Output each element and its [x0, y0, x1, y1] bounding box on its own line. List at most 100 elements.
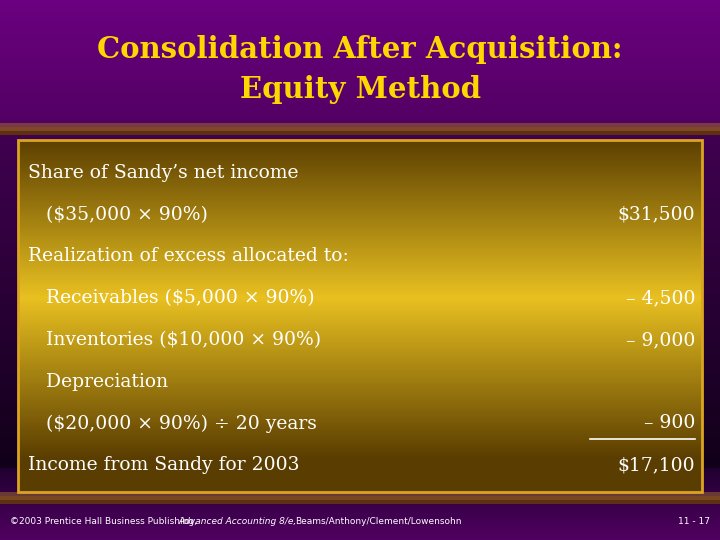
- Bar: [18, 352, 702, 354]
- Bar: [18, 327, 702, 329]
- Bar: [0, 516, 720, 518]
- Bar: [0, 21, 720, 23]
- Bar: [0, 338, 720, 340]
- Bar: [0, 300, 720, 302]
- Bar: [18, 383, 702, 385]
- Bar: [18, 450, 702, 452]
- Bar: [0, 39, 720, 42]
- Bar: [0, 410, 720, 412]
- Bar: [0, 131, 720, 133]
- Bar: [0, 268, 720, 270]
- Bar: [0, 222, 720, 225]
- Bar: [0, 0, 720, 2]
- Bar: [18, 335, 702, 337]
- Bar: [0, 465, 720, 468]
- Bar: [18, 225, 702, 227]
- Bar: [18, 203, 702, 205]
- Bar: [18, 489, 702, 491]
- Bar: [18, 193, 702, 195]
- Bar: [0, 233, 720, 236]
- Bar: [18, 482, 702, 484]
- Bar: [0, 453, 720, 455]
- Bar: [0, 345, 720, 347]
- Bar: [18, 285, 702, 287]
- Bar: [0, 489, 720, 491]
- Bar: [0, 107, 720, 110]
- Bar: [18, 381, 702, 383]
- Bar: [0, 46, 720, 49]
- Bar: [0, 203, 720, 205]
- Bar: [0, 87, 720, 90]
- Bar: [0, 187, 720, 189]
- Bar: [18, 375, 702, 377]
- Bar: [18, 248, 702, 251]
- Bar: [0, 179, 720, 182]
- Bar: [18, 301, 702, 303]
- Bar: [18, 221, 702, 224]
- Bar: [18, 427, 702, 429]
- Bar: [0, 487, 720, 490]
- Bar: [0, 255, 720, 258]
- Bar: [18, 431, 702, 433]
- Bar: [0, 370, 720, 373]
- Bar: [18, 331, 702, 333]
- Bar: [18, 201, 702, 204]
- Bar: [0, 206, 720, 209]
- Bar: [18, 305, 702, 307]
- Bar: [18, 322, 702, 324]
- Bar: [0, 57, 720, 59]
- Bar: [18, 166, 702, 168]
- Bar: [18, 318, 702, 320]
- Bar: [18, 287, 702, 289]
- Bar: [18, 443, 702, 445]
- Bar: [18, 362, 702, 364]
- Bar: [18, 184, 702, 186]
- Bar: [18, 446, 702, 448]
- Bar: [18, 395, 702, 397]
- Bar: [18, 279, 702, 281]
- Bar: [0, 482, 720, 484]
- Bar: [18, 374, 702, 376]
- Bar: [0, 464, 720, 466]
- Bar: [0, 397, 720, 400]
- Bar: [0, 492, 720, 495]
- Bar: [18, 253, 702, 255]
- Bar: [0, 509, 720, 511]
- Bar: [18, 339, 702, 341]
- Bar: [0, 30, 720, 32]
- Bar: [18, 231, 702, 233]
- Bar: [0, 502, 720, 504]
- Bar: [0, 417, 720, 420]
- Bar: [0, 503, 720, 506]
- Bar: [18, 160, 702, 163]
- Bar: [18, 340, 702, 342]
- Bar: [0, 131, 720, 135]
- Bar: [18, 191, 702, 193]
- Bar: [18, 227, 702, 229]
- Bar: [0, 104, 720, 106]
- Bar: [18, 239, 702, 241]
- Bar: [18, 198, 702, 200]
- Bar: [18, 270, 702, 272]
- Bar: [0, 60, 720, 63]
- Bar: [18, 304, 702, 306]
- Bar: [18, 316, 702, 319]
- Bar: [18, 274, 702, 276]
- Bar: [0, 431, 720, 434]
- Bar: [0, 500, 720, 502]
- Bar: [18, 252, 702, 254]
- Bar: [0, 276, 720, 279]
- Bar: [18, 282, 702, 285]
- Bar: [18, 210, 702, 212]
- Bar: [18, 165, 702, 167]
- Bar: [18, 292, 702, 294]
- Bar: [18, 233, 702, 235]
- Bar: [0, 84, 720, 86]
- Bar: [0, 125, 720, 128]
- Bar: [0, 498, 720, 501]
- Bar: [0, 457, 720, 459]
- Bar: [0, 239, 720, 241]
- Bar: [0, 525, 720, 528]
- Bar: [0, 161, 720, 164]
- Bar: [18, 448, 702, 450]
